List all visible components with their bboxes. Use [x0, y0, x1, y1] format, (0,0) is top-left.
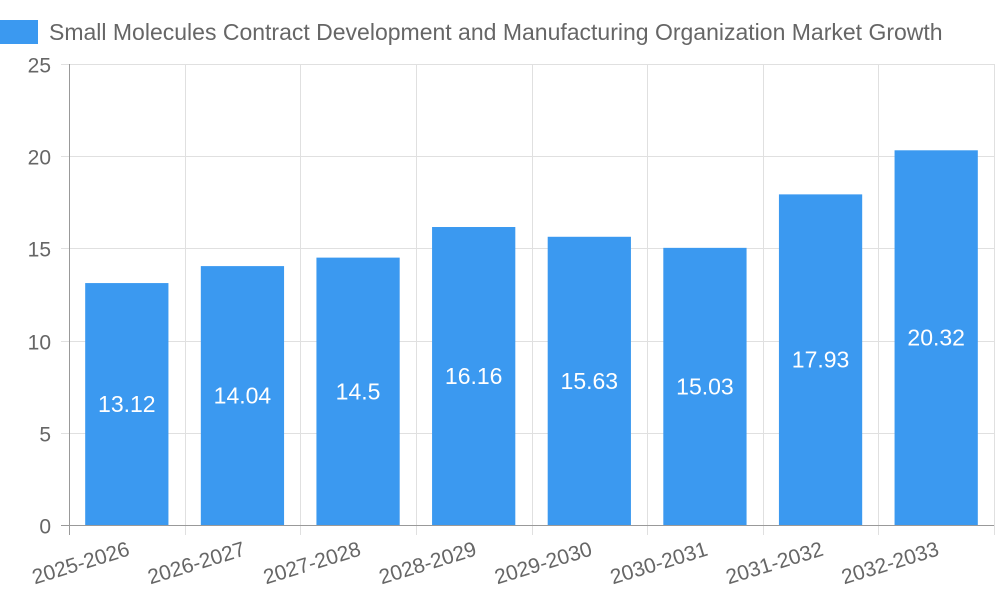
y-tick-label: 0	[39, 516, 51, 539]
bar-value-label: 15.63	[561, 368, 619, 394]
y-tick-label: 15	[28, 239, 51, 262]
y-tick-label: 5	[39, 424, 51, 447]
y-tick-label: 25	[28, 55, 51, 78]
x-tick-label: 2030-2031	[608, 538, 711, 589]
x-tick-label: 2026-2027	[145, 538, 248, 589]
x-tick-label: 2027-2028	[261, 538, 364, 589]
bar	[200, 266, 285, 525]
bar	[663, 247, 747, 525]
bar	[85, 283, 169, 525]
x-tick-label: 2032-2033	[839, 538, 942, 589]
bar-value-label: 17.93	[792, 347, 850, 373]
bar-value-label: 20.32	[907, 325, 965, 351]
legend-label: Small Molecules Contract Development and…	[49, 19, 943, 45]
bars	[85, 150, 978, 526]
bar-value-label: 13.12	[98, 391, 156, 417]
axes	[61, 64, 994, 535]
legend[interactable]: Small Molecules Contract Development and…	[0, 19, 943, 45]
bar	[547, 236, 631, 525]
bar-value-label: 14.04	[214, 383, 272, 409]
bar-value-label: 15.03	[676, 373, 734, 399]
y-tick-labels: 0 5 10 15 20 25	[28, 55, 51, 539]
legend-swatch	[0, 20, 38, 44]
x-tick-label: 2028-2029	[376, 538, 479, 589]
y-tick-label: 20	[28, 147, 51, 170]
bar	[778, 194, 863, 526]
y-tick-label: 10	[28, 332, 51, 355]
x-tick-label: 2025-2026	[30, 538, 133, 589]
x-tick-label: 2031-2032	[723, 538, 826, 589]
x-tick-label: 2029-2030	[492, 538, 595, 589]
bar	[894, 150, 978, 525]
x-tick-labels: 2025-2026 2026-2027 2027-2028 2028-2029 2029…	[30, 538, 942, 589]
bar-value-label: 16.16	[445, 363, 503, 389]
bar	[432, 227, 516, 526]
bar-value-label: 14.5	[336, 378, 381, 404]
bar	[316, 257, 400, 525]
value-labels: 13.12 14.04 14.5 16.16 15.63 15.03 17.93 20.32	[98, 325, 965, 417]
